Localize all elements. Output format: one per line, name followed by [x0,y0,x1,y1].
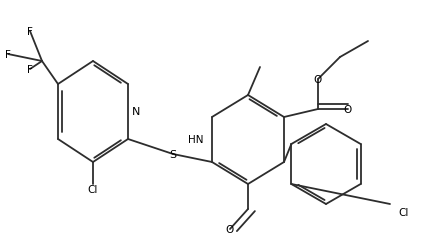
Text: F: F [27,65,33,75]
Text: O: O [314,75,322,85]
Text: HN: HN [188,134,204,144]
Text: N: N [132,106,140,117]
Text: F: F [5,50,11,60]
Text: Cl: Cl [398,207,408,217]
Text: F: F [27,27,33,37]
Text: S: S [169,150,177,159]
Text: O: O [226,224,234,234]
Text: O: O [344,104,352,115]
Text: Cl: Cl [88,184,98,194]
